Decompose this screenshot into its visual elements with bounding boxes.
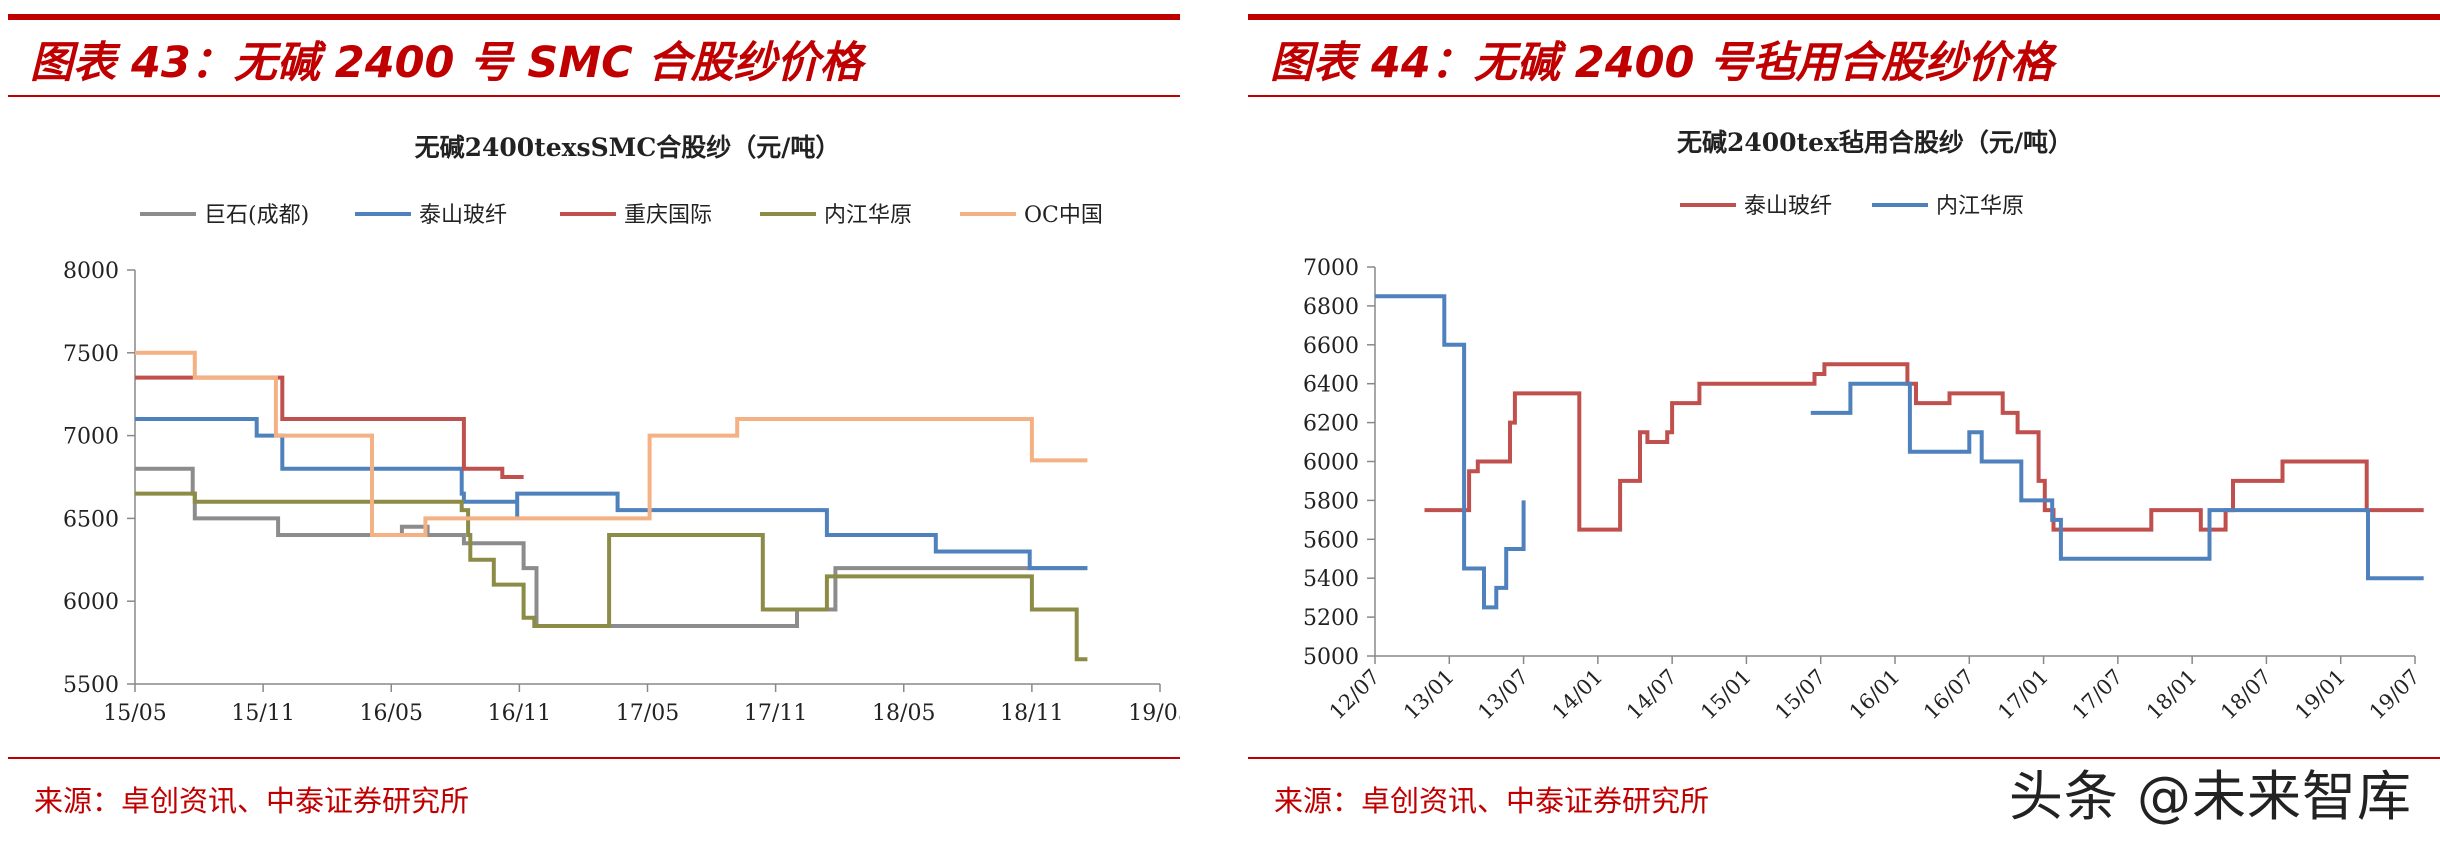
- smc-price-chart: 无碱2400texsSMC合股纱（元/吨） 巨石(成都) 泰山玻纤 重庆国际 内江华原 O…: [63, 133, 1180, 726]
- x-tick-label: 14/07: [1622, 665, 1682, 725]
- y-tick-label: 5200: [1303, 606, 1359, 631]
- footer-rule: [1248, 757, 2440, 759]
- x-tick-label: 13/01: [1399, 665, 1459, 725]
- y-tick-label: 5600: [1303, 528, 1359, 553]
- x-tick-label: 17/07: [2068, 665, 2128, 725]
- series-line: [1424, 362, 2424, 532]
- x-tick-label: 13/07: [1473, 665, 1533, 725]
- y-tick-label: 6500: [63, 507, 119, 532]
- series-line: [135, 417, 1088, 571]
- legend-label: 内江华原: [824, 203, 912, 228]
- x-tick-label: 18/01: [2142, 665, 2202, 725]
- x-tick-label: 16/05: [360, 701, 423, 726]
- y-tick-label: 5500: [63, 673, 119, 698]
- y-tick-label: 6400: [1303, 373, 1359, 398]
- y-tick-label: 6800: [1303, 295, 1359, 320]
- x-tick-label: 18/07: [2216, 665, 2276, 725]
- y-tick-label: 7500: [63, 342, 119, 367]
- y-tick-label: 7000: [63, 425, 119, 450]
- y-tick-label: 6600: [1303, 334, 1359, 359]
- x-tick-label: 16/07: [1919, 665, 1979, 725]
- x-tick-label: 14/01: [1548, 665, 1608, 725]
- series-line: [135, 491, 1088, 662]
- series-line: [135, 350, 1088, 537]
- x-tick-label: 18/11: [1000, 701, 1063, 726]
- x-tick-label: 15/11: [231, 701, 294, 726]
- source-note: 来源：卓创资讯、中泰证券研究所: [1274, 784, 1710, 818]
- series-line: [1375, 294, 1526, 610]
- y-tick-label: 5400: [1303, 567, 1359, 592]
- footer-rule: [8, 757, 1180, 759]
- y-tick-label: 5000: [1303, 645, 1359, 670]
- figure-heading: 图表 43：无碱 2400 号 SMC 合股纱价格: [30, 38, 863, 88]
- watermark: 头条 @未来智库: [2008, 765, 2412, 828]
- y-tick-label: 6000: [1303, 451, 1359, 476]
- x-tick-label: 19/05: [1128, 701, 1180, 726]
- legend-label: OC中国: [1024, 203, 1103, 228]
- heading-rule: [8, 95, 1180, 97]
- x-tick-label: 19/01: [2290, 665, 2350, 725]
- figure-heading: 图表 44：无碱 2400 号毡用合股纱价格: [1270, 38, 2054, 88]
- x-tick-label: 17/01: [1993, 665, 2053, 725]
- y-tick-label: 5800: [1303, 489, 1359, 514]
- y-tick-label: 7000: [1303, 256, 1359, 281]
- legend-label: 重庆国际: [624, 203, 712, 228]
- x-tick-label: 17/05: [616, 701, 679, 726]
- legend-label: 泰山玻纤: [419, 203, 507, 228]
- chart-title: 无碱2400tex毡用合股纱（元/吨）: [1677, 128, 2073, 157]
- x-tick-label: 17/11: [744, 701, 807, 726]
- mat-price-chart: 无碱2400tex毡用合股纱（元/吨） 泰山玻纤 内江华原 5000 5200 5400 5…: [1303, 128, 2425, 725]
- legend-label: 内江华原: [1936, 194, 2024, 219]
- chart-title: 无碱2400texsSMC合股纱（元/吨）: [415, 133, 841, 162]
- y-tick-label: 8000: [63, 259, 119, 284]
- y-tick-label: 6000: [63, 590, 119, 615]
- x-tick-label: 15/07: [1770, 665, 1830, 725]
- panel-chart-43: 图表 43：无碱 2400 号 SMC 合股纱价格 无碱2400texsSMC合…: [0, 0, 1180, 842]
- top-rule: [1248, 14, 2440, 20]
- series-line: [135, 466, 1088, 628]
- y-tick-label: 6200: [1303, 412, 1359, 437]
- panel-chart-44: 图表 44：无碱 2400 号毡用合股纱价格 无碱2400tex毡用合股纱（元/…: [1240, 0, 2440, 842]
- series-line: [135, 375, 524, 479]
- x-tick-label: 18/05: [872, 701, 935, 726]
- x-tick-label: 16/11: [488, 701, 551, 726]
- x-tick-label: 16/01: [1845, 665, 1905, 725]
- legend-label: 巨石(成都): [204, 203, 309, 228]
- top-rule: [8, 14, 1180, 20]
- heading-rule: [1248, 95, 2440, 97]
- x-tick-label: 19/07: [2365, 665, 2425, 725]
- x-tick-label: 12/07: [1325, 665, 1385, 725]
- series-line: [1810, 381, 2424, 581]
- x-tick-label: 15/05: [103, 701, 166, 726]
- x-tick-label: 15/01: [1696, 665, 1756, 725]
- source-note: 来源：卓创资讯、中泰证券研究所: [34, 784, 470, 818]
- legend-label: 泰山玻纤: [1744, 194, 1832, 219]
